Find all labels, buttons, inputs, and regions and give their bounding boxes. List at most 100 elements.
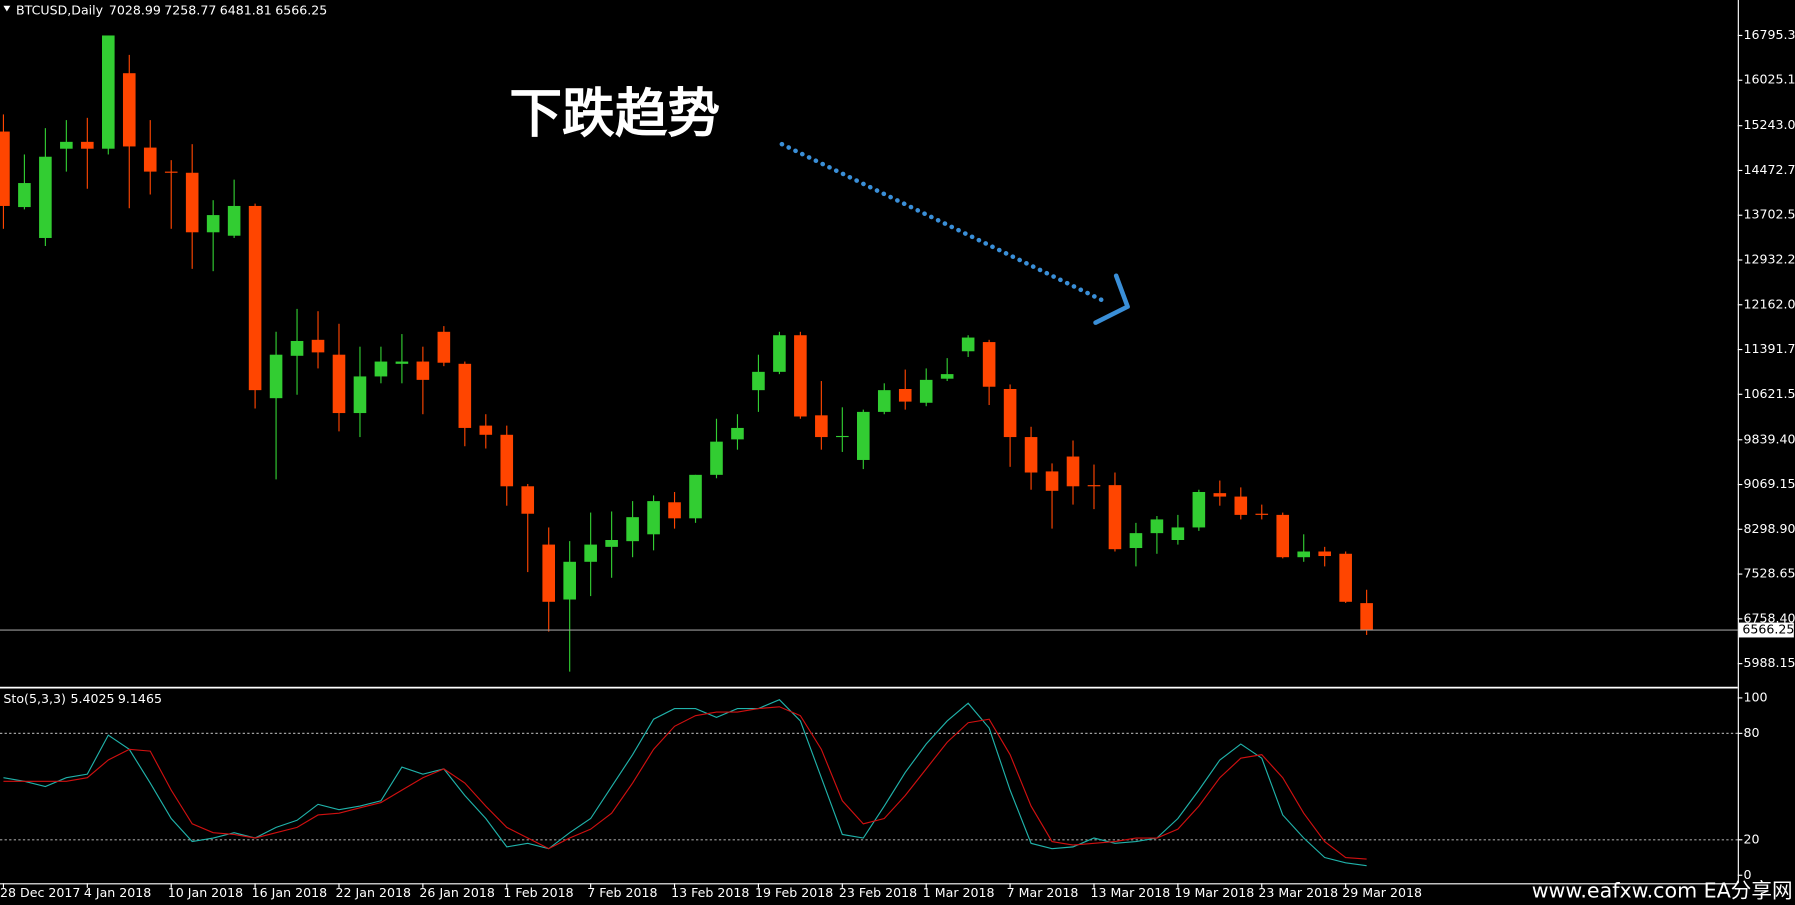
candle-body bbox=[794, 335, 807, 417]
indicator-header: Sto(5,3,3) 5.4025 9.1465 bbox=[3, 691, 162, 706]
candle-body bbox=[81, 141, 94, 149]
candle-body bbox=[1213, 493, 1227, 497]
k-value: 5.4025 bbox=[70, 691, 114, 706]
candle-body bbox=[1129, 533, 1143, 549]
candle-body bbox=[752, 371, 765, 391]
candle-body bbox=[626, 517, 639, 542]
annotation: 下跌趋势 bbox=[509, 83, 720, 144]
x-tick-label: 26 Jan 2018 bbox=[419, 885, 494, 900]
candle-body bbox=[290, 340, 304, 356]
x-tick-label: 23 Feb 2018 bbox=[839, 885, 917, 900]
candle-body bbox=[961, 337, 975, 352]
candle-body bbox=[521, 486, 535, 514]
menu-triangle bbox=[3, 5, 11, 12]
x-tick-label: 28 Dec 2017 bbox=[0, 885, 80, 900]
candle-body bbox=[206, 215, 220, 233]
candle-body bbox=[1276, 514, 1290, 558]
candle-body bbox=[1192, 491, 1206, 528]
low-value: 6481.81 bbox=[220, 2, 272, 17]
x-tick-label: 13 Mar 2018 bbox=[1091, 885, 1171, 900]
candle-body bbox=[437, 331, 451, 363]
candle-body bbox=[919, 379, 933, 403]
candle-body bbox=[416, 361, 430, 380]
y-tick-label: 6758.40 bbox=[1743, 610, 1795, 625]
candle-body bbox=[1003, 388, 1017, 438]
candle-body bbox=[1087, 485, 1101, 487]
candle-body bbox=[185, 172, 199, 233]
y-tick-label: 10621.50 bbox=[1743, 386, 1795, 401]
candle-body bbox=[1360, 603, 1373, 631]
candle-body bbox=[668, 502, 681, 519]
x-tick-label: 19 Mar 2018 bbox=[1174, 885, 1254, 900]
candle-body bbox=[1024, 437, 1038, 473]
candle-body bbox=[563, 561, 576, 600]
candle-body bbox=[731, 427, 744, 440]
candle-body bbox=[877, 390, 891, 412]
candle-body bbox=[1150, 519, 1164, 534]
arrow-head bbox=[1093, 273, 1130, 325]
x-tick-label: 4 Jan 2018 bbox=[84, 885, 151, 900]
candle-body bbox=[395, 361, 409, 364]
y-tick-label: 11391.75 bbox=[1743, 341, 1795, 356]
candle-body bbox=[374, 361, 388, 377]
candle-body bbox=[1339, 553, 1352, 602]
trend-arrow bbox=[779, 141, 1104, 303]
candle-body bbox=[898, 388, 912, 402]
x-tick-label: 7 Mar 2018 bbox=[1007, 885, 1079, 900]
candle-body bbox=[773, 335, 786, 372]
candle-body bbox=[60, 141, 73, 149]
candle-body bbox=[18, 183, 31, 208]
y-tick-label: 7528.65 bbox=[1743, 566, 1795, 581]
candle-body bbox=[1045, 471, 1059, 491]
candle-body bbox=[39, 156, 52, 238]
candle-body bbox=[143, 147, 157, 172]
candle-body bbox=[332, 354, 346, 414]
y-tick-label: 9069.15 bbox=[1743, 476, 1795, 491]
x-tick-label: 23 Mar 2018 bbox=[1258, 885, 1338, 900]
candle-body bbox=[353, 376, 367, 414]
x-tick-label: 16 Jan 2018 bbox=[252, 885, 327, 900]
x-tick-label: 1 Mar 2018 bbox=[923, 885, 995, 900]
y-tick-label: 100 bbox=[1743, 689, 1767, 704]
x-tick-label: 7 Feb 2018 bbox=[587, 885, 657, 900]
x-tick-label: 29 Mar 2018 bbox=[1342, 885, 1422, 900]
candle-body bbox=[982, 342, 996, 387]
open-value: 7028.99 bbox=[109, 2, 161, 17]
candle-body bbox=[1171, 527, 1185, 540]
candle-body bbox=[1255, 513, 1269, 515]
high-value: 7258.77 bbox=[164, 2, 216, 17]
x-tick-label: 13 Feb 2018 bbox=[671, 885, 749, 900]
candle-body bbox=[500, 434, 514, 487]
candle-body bbox=[689, 474, 702, 519]
close-value: 6566.25 bbox=[275, 2, 327, 17]
y-tick-label: 5988.15 bbox=[1743, 655, 1795, 670]
y-tick-label: 12162.00 bbox=[1743, 296, 1795, 311]
candle-body bbox=[605, 539, 618, 547]
x-tick-label: 1 Feb 2018 bbox=[503, 885, 573, 900]
y-tick-label: 13702.50 bbox=[1743, 207, 1795, 222]
y-tick-label: 80 bbox=[1743, 725, 1759, 740]
y-tick-label: 0 bbox=[1743, 867, 1751, 882]
candle-body bbox=[856, 411, 870, 460]
y-tick-label: 15243.00 bbox=[1743, 117, 1795, 132]
y-tick-label: 20 bbox=[1743, 831, 1759, 846]
candle-body bbox=[269, 354, 283, 399]
chart-header: BTCUSD,Daily 7028.99 7258.77 6481.81 6566.25 bbox=[16, 2, 327, 17]
x-tick-label: 10 Jan 2018 bbox=[168, 885, 243, 900]
candle-body bbox=[1318, 551, 1331, 557]
candle-body bbox=[458, 363, 472, 428]
y-tick-label: 16795.35 bbox=[1743, 27, 1795, 42]
candle-body bbox=[584, 544, 597, 562]
candle-body bbox=[1066, 456, 1080, 487]
candle-body bbox=[1297, 551, 1311, 558]
candle-body bbox=[248, 205, 262, 391]
candle-body bbox=[227, 205, 241, 236]
candle-body bbox=[710, 441, 723, 475]
symbol: BTCUSD,Daily bbox=[16, 2, 104, 17]
plot: 16795.35 16025.10 15243.00 14472.75 13702.50… bbox=[0, 27, 1795, 900]
y-tick-label: 12932.25 bbox=[1743, 252, 1795, 267]
candle-body bbox=[542, 544, 556, 602]
candle-body bbox=[815, 415, 828, 438]
